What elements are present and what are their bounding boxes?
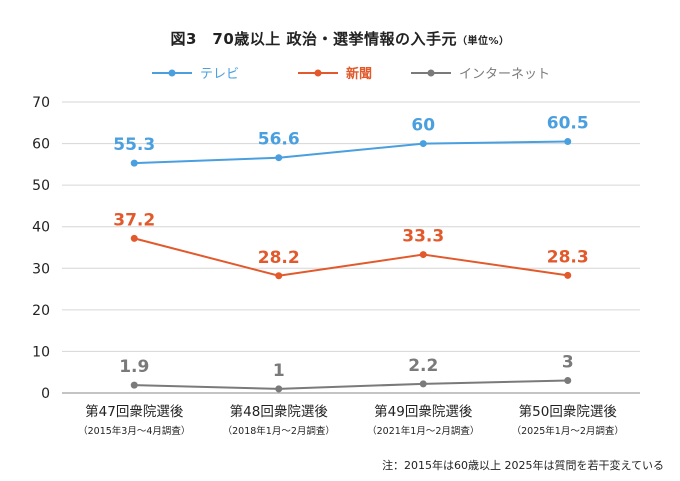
y-tick-label-10: 10	[32, 344, 50, 360]
series-1-point-1	[275, 272, 283, 280]
series-0-point-2	[419, 140, 427, 148]
series-2-point-2	[419, 380, 427, 388]
legend-label-1: 新聞	[346, 66, 372, 82]
series-1-data-label-0: 37.2	[113, 210, 155, 230]
series-0-data-label-3: 60.5	[547, 113, 589, 133]
y-tick-label-40: 40	[32, 220, 50, 236]
legend-marker-2	[427, 69, 435, 77]
series-2-data-label-1: 1	[273, 361, 285, 381]
series-line-1	[133, 237, 568, 277]
series-2-point-3	[564, 377, 572, 385]
series-0-point-0	[130, 159, 138, 167]
footnote: 注：2015年は60歳以上 2025年は質問を若干変えている	[382, 459, 664, 472]
y-tick-label-0: 0	[41, 386, 50, 402]
legend-marker-0	[168, 69, 176, 77]
series-1-point-3	[564, 271, 572, 279]
x-tick-label-0: 第47回衆院選後	[85, 403, 184, 420]
y-tick-label-50: 50	[32, 178, 50, 194]
series-line-0	[134, 140, 568, 165]
x-tick-label-1: 第48回衆院選後	[230, 403, 329, 420]
x-subtick-label-2: （2021年1月～2月調査）	[367, 425, 479, 437]
series-1-data-label-1: 28.2	[258, 248, 300, 268]
chart-title-text: 図3 70歳以上 政治・選挙情報の入手元	[170, 30, 457, 48]
y-tick-label-20: 20	[32, 303, 50, 319]
series-0-data-label-0: 55.3	[113, 135, 155, 155]
y-tick-label-60: 60	[32, 137, 50, 153]
series-2-data-label-0: 1.9	[119, 357, 149, 377]
series-0-point-3	[564, 137, 572, 145]
legend-label-2: インターネット	[459, 67, 550, 82]
chart-title: 図3 70歳以上 政治・選挙情報の入手元（単位%）	[0, 28, 680, 49]
y-tick-label-30: 30	[32, 261, 50, 277]
series-1-data-label-3: 28.3	[547, 247, 589, 267]
series-2-data-label-3: 3	[562, 353, 574, 373]
series-2-data-label-2: 2.2	[408, 356, 438, 376]
series-2-point-0	[130, 381, 138, 389]
legend-marker-1	[314, 69, 322, 77]
legend-label-0: テレビ	[200, 67, 239, 82]
series-1-point-0	[130, 234, 138, 242]
x-subtick-label-3: （2025年1月～2月調査）	[512, 425, 624, 437]
series-2-point-1	[275, 385, 283, 393]
chart-title-unit: （単位%）	[457, 36, 510, 47]
x-subtick-label-0: （2015年3月～4月調査）	[78, 425, 190, 437]
x-tick-label-2: 第49回衆院選後	[374, 403, 473, 420]
y-tick-label-70: 70	[32, 95, 50, 111]
series-0-data-label-2: 60	[411, 116, 435, 136]
series-1-data-label-2: 33.3	[402, 227, 444, 247]
x-tick-label-3: 第50回衆院選後	[519, 403, 618, 420]
series-0-point-1	[275, 154, 283, 162]
x-subtick-label-1: （2018年1月～2月調査）	[223, 425, 335, 437]
series-line-2	[134, 379, 568, 390]
series-0-data-label-1: 56.6	[258, 130, 300, 150]
series-1-point-2	[419, 251, 427, 259]
